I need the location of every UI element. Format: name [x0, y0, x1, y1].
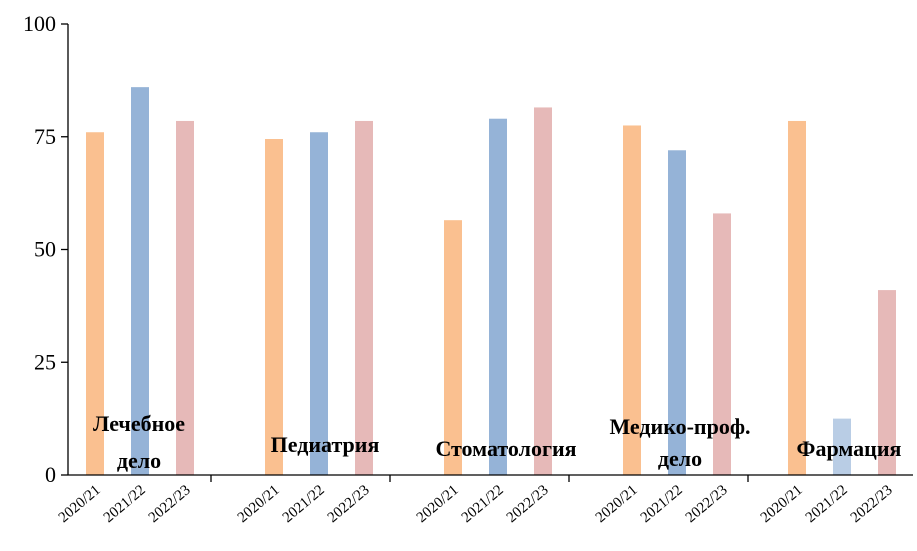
x-tick-label-3-1: 2020/21: [414, 482, 462, 526]
category-label-1-2: дело: [117, 448, 161, 473]
bar-3-3: [534, 107, 552, 475]
bar-5-1: [788, 120, 806, 475]
category-label-4-2: дело: [658, 446, 702, 471]
x-tick-label-3-2: 2021/22: [459, 482, 507, 526]
y-tick-label: 75: [34, 124, 56, 149]
x-tick-label-5-3: 2022/23: [848, 482, 896, 526]
bar-2-1: [265, 139, 283, 475]
bar-1-2: [131, 87, 149, 475]
category-label-2-1: Педиатрия: [271, 432, 380, 457]
x-tick-label-4-1: 2020/21: [593, 482, 641, 526]
x-tick-label-2-1: 2020/21: [235, 482, 283, 526]
category-label-3-1: Стоматология: [435, 436, 576, 461]
bar-2-2: [310, 132, 328, 476]
y-tick-label: 50: [34, 237, 56, 262]
bars-layer: [86, 87, 896, 476]
bar-2-3: [355, 120, 373, 475]
bar-3-1: [444, 220, 462, 475]
bar-1-3: [176, 120, 194, 475]
category-label-5-1: Фармация: [797, 436, 902, 461]
x-tick-label-1-1: 2020/21: [56, 482, 104, 526]
x-tick-label-3-3: 2022/23: [504, 482, 552, 526]
x-tick-label-2-2: 2021/22: [280, 482, 328, 526]
x-tick-label-4-3: 2022/23: [683, 482, 731, 526]
bar-4-3: [713, 213, 731, 476]
axes-layer: 0 25 50 75 100: [23, 11, 913, 487]
bar-5-2: [833, 418, 851, 475]
x-tick-label-5-2: 2021/22: [803, 482, 851, 526]
category-label-1-1: Лечебное: [93, 411, 185, 436]
y-tick-label: 25: [34, 349, 56, 374]
x-tick-label-5-1: 2020/21: [758, 482, 806, 526]
x-tick-label-4-2: 2021/22: [638, 482, 686, 526]
x-tick-label-1-2: 2021/22: [101, 482, 149, 526]
bar-4-2: [668, 150, 686, 475]
bar-4-1: [623, 125, 641, 475]
x-tick-label-1-3: 2022/23: [146, 482, 194, 526]
y-tick-label: 0: [45, 462, 56, 487]
category-label-4-1: Медико-проф.: [609, 414, 750, 439]
bar-1-1: [86, 132, 104, 476]
x-tick-label-2-3: 2022/23: [325, 482, 373, 526]
group-labels-layer: Лечебное дело Педиатрия Стоматология Медико-…: [93, 411, 902, 473]
y-tick-label: 100: [23, 11, 56, 36]
bar-3-2: [489, 118, 507, 476]
bar-5-3: [878, 290, 896, 475]
